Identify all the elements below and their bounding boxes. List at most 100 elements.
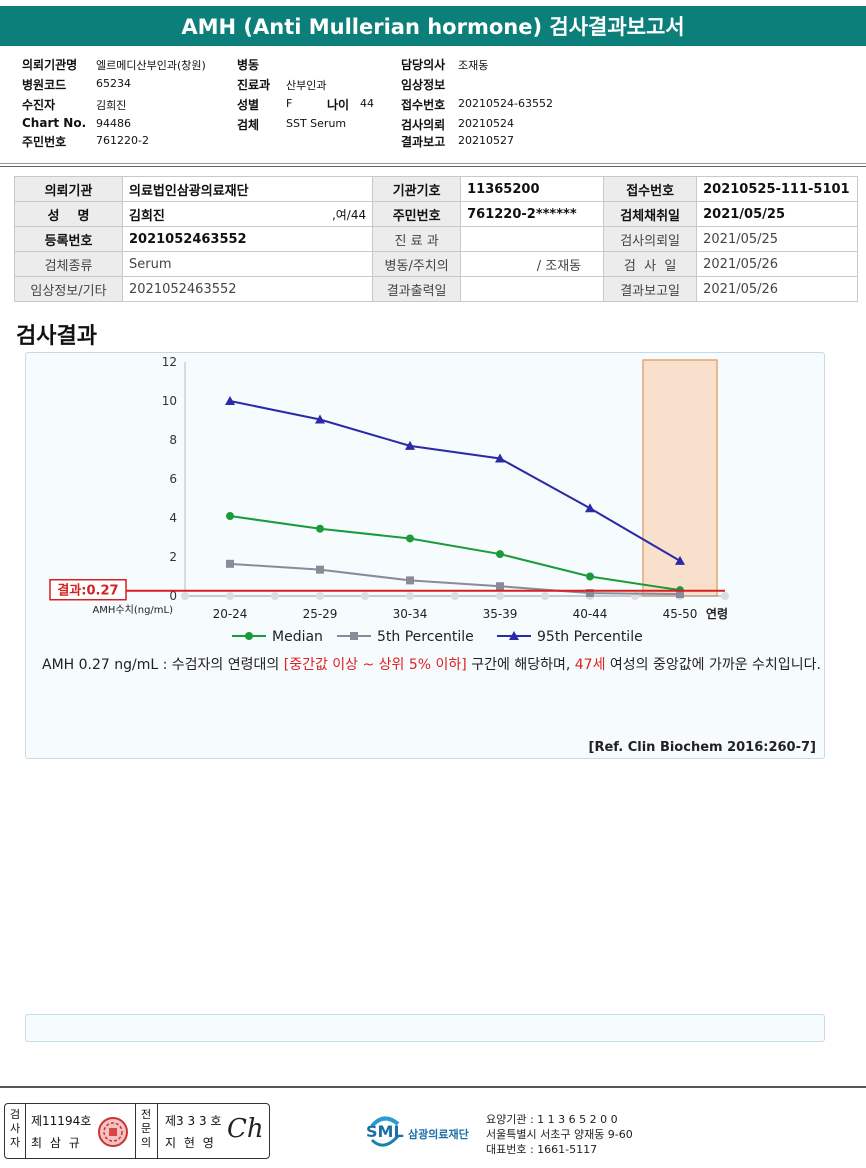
header-label: 검체: [237, 118, 260, 132]
legend-marker: [350, 632, 358, 640]
legend-label: 95th Percentile: [537, 629, 643, 645]
label-test-date: 검 사 일: [603, 251, 698, 277]
header-label: 접수번호: [401, 98, 446, 112]
y-tick-label: 10: [162, 394, 177, 408]
seal-icon: [98, 1117, 128, 1147]
specialist-label: 전문의: [140, 1108, 152, 1149]
header-label: 임상정보: [401, 78, 446, 92]
label-print-date: 결과출력일: [372, 276, 462, 302]
divider: [0, 166, 866, 167]
p95-point: [675, 555, 685, 565]
header-label: 진료과: [237, 78, 271, 92]
age-value: 44: [360, 97, 374, 110]
y-tick-label: 6: [169, 472, 177, 486]
x-tick-label: 35-39: [483, 607, 518, 621]
comment-age: 47세: [574, 657, 606, 673]
header-value: 산부인과: [286, 79, 327, 92]
label-receipt-no: 접수번호: [603, 176, 698, 202]
result-comment: AMH 0.27 ng/mL : 수검자의 연령대의 [중간값 이상 ~ 상위 …: [42, 655, 822, 675]
header-value: F: [286, 97, 293, 110]
value-institution: 의료법인삼광의료재단: [121, 176, 374, 202]
specialist-label-cell: 전문의: [135, 1104, 158, 1158]
median-point: [586, 572, 594, 581]
x-grid-dot: [541, 592, 549, 600]
x-tick-label: 20-24: [213, 607, 248, 621]
value-reg-no: 2021052463552: [121, 226, 374, 252]
legend-marker: [245, 632, 253, 640]
org-address: 서울특별시 서초구 양재동 9-60: [486, 1128, 633, 1141]
header-label: 성별: [237, 98, 260, 112]
section-title: 검사결과: [16, 324, 97, 349]
p5-point: [316, 565, 324, 574]
header-label: 병동: [237, 58, 260, 72]
value-clinical-info: 2021052463552: [121, 276, 374, 302]
x-grid-dot: [181, 592, 189, 600]
value-print-date: [460, 276, 605, 302]
reference: [Ref. Clin Biochem 2016:260-7]: [588, 740, 816, 755]
examiner-license: 제11194호: [31, 1114, 92, 1128]
x-grid-dot: [406, 592, 414, 600]
signature-box: 검사자 제11194호 최 삼 규 전문의 제3 3 3 호 지 현 영 Ch: [4, 1103, 270, 1159]
value-resident-no: 761220-2******: [460, 201, 605, 227]
p5-point: [586, 589, 594, 598]
examiner-label: 검사자: [9, 1108, 21, 1149]
report-title: AMH (Anti Mullerian hormone) 검사결과보고서: [0, 6, 866, 46]
header-label: 주민번호: [22, 135, 67, 149]
p5-point: [226, 559, 234, 568]
x-grid-dot: [496, 592, 504, 600]
comment-text: AMH 0.27 ng/mL : 수검자의 연령대의: [42, 657, 284, 673]
result-label: 결과:0.27: [57, 583, 118, 599]
header-value: 엘르메디산부인과(창원): [96, 59, 206, 72]
header-label: 결과보고: [401, 135, 446, 149]
header-label: 병원코드: [22, 78, 67, 92]
x-tick-label: 40-44: [573, 607, 608, 621]
label-institution: 의뢰기관: [14, 176, 123, 202]
header-value: 94486: [96, 117, 131, 130]
header-value: 20210524-63552: [458, 97, 553, 110]
specialist-name: 지 현 영: [165, 1136, 216, 1150]
label-clinical-info: 임상정보/기타: [14, 276, 123, 302]
result-label-box: [49, 578, 127, 601]
y-tick-label: 4: [169, 511, 177, 525]
examiner-name: 최 삼 규: [31, 1136, 82, 1150]
legend-label: 5th Percentile: [377, 629, 474, 645]
y-tick-label: 12: [162, 355, 177, 369]
label-department: 진 료 과: [372, 226, 462, 252]
label-name: 성 명: [14, 201, 123, 227]
header-label: 의뢰기관명: [22, 58, 78, 72]
amh-chart: 0 2 4 6 8 10 12 20-24 25-29 30-34 35-39 40-44 45-50 연…: [49, 355, 729, 645]
comment-text: 여성의 중앙값에 가까운 수치입니다.: [605, 657, 821, 673]
logo-text: SML: [366, 1122, 404, 1141]
value-sex-age: ,여/44: [249, 201, 374, 227]
p95-point: [495, 453, 505, 463]
x-grid-dot: [721, 592, 729, 600]
y-tick-label: 0: [169, 589, 177, 603]
comment-text: 구간에 해당하며,: [466, 657, 575, 673]
examiner-label-cell: 검사자: [5, 1104, 26, 1158]
signature-mark: Ch: [227, 1114, 264, 1144]
org-code: 요양기관 : 1 1 3 6 5 2 0 0: [486, 1113, 618, 1126]
header-label: Chart No.: [22, 116, 87, 130]
value-name: 김희진: [121, 201, 250, 227]
value-report-date: 2021/05/26: [696, 276, 858, 302]
org-contact: 요양기관 : 1 1 3 6 5 2 0 0 서울특별시 서초구 양재동 9-6…: [486, 1112, 633, 1157]
logo-icon: [370, 1116, 400, 1147]
org-name: 삼광의료재단: [408, 1128, 469, 1141]
specimen-info-table: 의뢰기관 의료법인삼광의료재단 기관기호 11365200 접수번호 20210…: [14, 176, 858, 302]
org-phone: 대표번호 : 1661-5117: [486, 1143, 598, 1156]
examiner-cell: 제11194호 최 삼 규: [25, 1104, 136, 1158]
header-label: 담당의사: [401, 58, 446, 72]
p95-point: [225, 396, 235, 405]
x-grid-dot: [316, 592, 324, 600]
label-reg-no: 등록번호: [14, 226, 123, 252]
p5-point: [496, 582, 504, 591]
x-grid-dot: [271, 592, 279, 600]
x-axis-label: 연령: [706, 606, 728, 621]
median-point: [496, 550, 504, 559]
divider: [0, 163, 866, 164]
value-test-date: 2021/05/26: [696, 251, 858, 277]
x-grid-dot: [451, 592, 459, 600]
value-collection-date: 2021/05/25: [696, 201, 858, 227]
median-point: [316, 524, 324, 533]
x-tick-label: 45-50: [663, 607, 698, 621]
